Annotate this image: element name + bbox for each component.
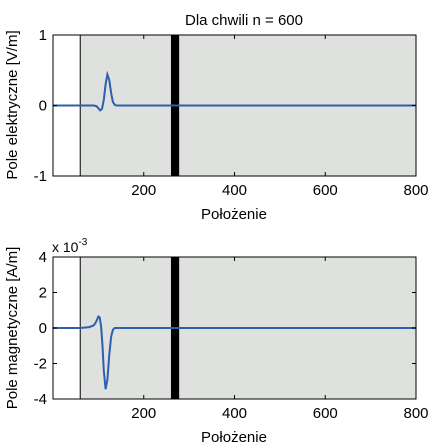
x-tick-label: 600	[313, 405, 338, 422]
y-tick-label: -4	[34, 391, 47, 408]
y-tick-label: 1	[39, 27, 47, 44]
x-ticks: 200 400 600 800	[131, 35, 429, 199]
x-tick-label: 200	[131, 182, 156, 199]
scale-factor-label: x 10-3	[52, 237, 88, 255]
scale-factor-base: x 10	[52, 239, 79, 255]
series-line	[53, 314, 416, 390]
y-tick-label: 0	[39, 320, 47, 337]
scale-factor-exponent: -3	[78, 237, 87, 248]
y-tick-label: 2	[39, 285, 47, 302]
x-tick-label: 200	[131, 405, 156, 422]
y-ticks: -1 0 1	[34, 27, 416, 185]
magnetic-field-chart: 200 400 600 800 -4 -2 0 2 4 x 10-3 Położenie Po…	[4, 237, 429, 446]
x-axis-label: Położenie	[201, 206, 267, 223]
y-axis-label: Pole elektryczne [V/m]	[4, 30, 21, 179]
x-ticks: 200 400 600 800	[131, 257, 429, 422]
y-tick-label: 4	[39, 249, 47, 266]
y-tick-label: -1	[34, 168, 47, 185]
x-axis-label: Położenie	[201, 429, 267, 446]
x-tick-label: 400	[222, 405, 247, 422]
x-tick-label: 400	[222, 182, 247, 199]
y-ticks: -4 -2 0 2 4	[34, 249, 416, 408]
x-tick-label: 800	[403, 182, 428, 199]
chart-title: Dla chwili n = 600	[185, 12, 303, 29]
series-line	[53, 70, 416, 112]
x-tick-label: 600	[313, 182, 338, 199]
y-axis-label: Pole magnetyczne [A/m]	[4, 247, 21, 410]
x-tick-label: 800	[403, 405, 428, 422]
y-tick-label: -2	[34, 356, 47, 373]
y-tick-label: 0	[39, 98, 47, 115]
electric-field-chart: 200 400 600 800 -1 0 1 Dla chwili n = 600 Poł…	[4, 12, 429, 223]
